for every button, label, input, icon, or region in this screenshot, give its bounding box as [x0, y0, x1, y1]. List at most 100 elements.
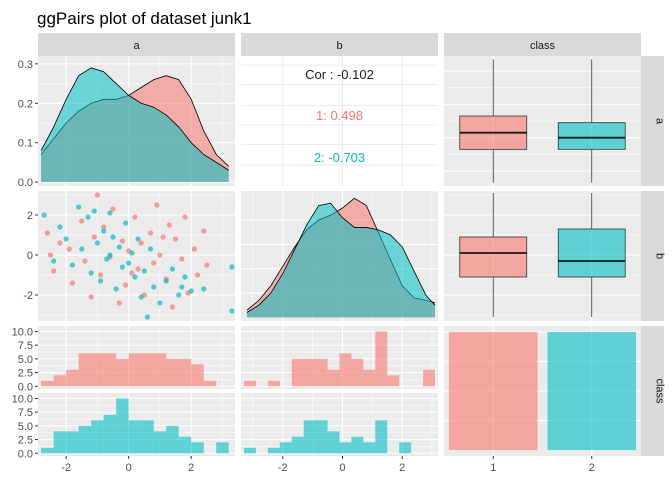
histogram-bar-group-1 [166, 358, 179, 387]
y-tick-label: -2 [23, 290, 33, 302]
histogram-bar-group-1 [327, 369, 340, 387]
x-tick-label: 0 [126, 462, 132, 474]
x-tick-label: 2 [188, 462, 194, 474]
histogram-bar-group-2 [53, 431, 67, 454]
scatter-point-group-1 [132, 214, 138, 220]
scatter-point-group-2 [63, 236, 69, 242]
y-tick-label: 0.0 [18, 448, 33, 460]
histogram-bar-group-1 [387, 375, 400, 387]
scatter-point-group-2 [176, 292, 182, 298]
density-line-group-2 [246, 202, 436, 313]
scatter-point-group-1 [51, 268, 57, 274]
box-group-2 [557, 228, 626, 278]
y-tick-label: 7.5 [18, 407, 33, 419]
scatter-point-group-1 [47, 252, 54, 258]
scatter-point-group-2 [97, 278, 104, 284]
row-strip-label: class [654, 378, 666, 404]
y-tick-label: 2 [27, 210, 33, 222]
histogram-bar-group-2 [243, 447, 256, 454]
scatter-point-group-2 [85, 214, 91, 220]
panel-background [241, 56, 438, 186]
density-area-group-2 [41, 67, 229, 183]
chart-title: ggPairs plot of dataset junk1 [37, 9, 252, 28]
correlation-overall: Cor : -0.102 [305, 67, 374, 82]
column-strip-label: class [530, 40, 556, 52]
histogram-bar-group-1 [116, 358, 129, 387]
scatter-point-group-1 [154, 202, 160, 208]
scatter-point-group-1 [172, 236, 179, 242]
scatter-point-group-2 [88, 270, 94, 276]
histogram-bar-group-1 [141, 353, 154, 387]
x-tick-label: 2 [589, 462, 595, 474]
histogram-bar-group-1 [66, 369, 79, 387]
y-tick-label: 0.0 [18, 177, 33, 189]
histogram-bar-group-2 [91, 420, 104, 454]
scatter-point-group-1 [169, 304, 176, 310]
histogram-bar-group-2 [153, 431, 167, 454]
scatter-point-group-2 [69, 262, 75, 268]
histogram-bar-group-1 [363, 369, 376, 387]
histogram-bar-group-2 [141, 420, 154, 454]
histogram-bar-group-2 [116, 398, 129, 454]
y-tick-label: 0.0 [18, 381, 33, 393]
correlation-group-1: 1: 0.498 [316, 108, 363, 123]
scatter-point-group-1 [57, 240, 63, 246]
scatter-point-group-2 [147, 246, 154, 252]
y-tick-label: 10.0 [12, 326, 33, 338]
scatter-point-group-2 [104, 256, 110, 262]
scatter-point-group-1 [94, 192, 101, 198]
scatter-point-group-2 [116, 244, 122, 250]
scatter-point-group-2 [169, 266, 176, 272]
scatter-point-group-2 [182, 274, 188, 280]
histogram-bar-group-1 [351, 358, 364, 387]
y-tick-label: 5.0 [18, 354, 33, 366]
scatter-point-group-2 [51, 258, 57, 264]
histogram-bar-group-1 [303, 358, 316, 387]
scatter-point-group-2 [79, 246, 85, 252]
row-strip [641, 326, 664, 456]
scatter-point-group-2 [91, 208, 97, 214]
scatter-point-group-2 [151, 284, 157, 290]
histogram-bar-group-2 [166, 425, 179, 454]
scatter-point-group-2 [94, 240, 101, 246]
y-tick-label: 0 [27, 250, 33, 262]
histogram-bar-group-2 [191, 442, 204, 454]
scatter-point-group-1 [69, 280, 75, 286]
scatter-point-group-1 [182, 214, 188, 220]
x-tick-label: -2 [61, 462, 71, 474]
scatter-point-group-2 [126, 260, 132, 266]
histogram-bar-group-2 [375, 420, 388, 454]
scatter-point-group-2 [229, 308, 235, 314]
histogram-bar-group-2 [279, 442, 292, 454]
y-tick-label: 0.2 [18, 98, 33, 110]
column-strip-label: a [133, 40, 140, 52]
histogram-bar-group-2 [351, 436, 364, 454]
box-group-2 [557, 122, 626, 150]
row-strip-label: b [654, 253, 666, 259]
scatter-point-group-1 [44, 230, 50, 236]
row-strip-label: a [654, 118, 666, 125]
scatter-point-group-1 [179, 256, 185, 262]
panels-layer: a a b b class class 0.0 0.1 0.2 0.3 Cor : -0.102 1:… [12, 33, 666, 474]
scatter-point-group-1 [88, 294, 94, 300]
histogram-bar-group-1 [203, 380, 217, 387]
histogram-bar-group-1 [178, 358, 192, 387]
scatter-point-group-1 [160, 234, 166, 240]
column-strip [241, 33, 438, 56]
scatter-point-group-1 [166, 222, 172, 228]
scatter-point-group-2 [144, 314, 151, 320]
histogram-bar-group-2 [291, 436, 304, 454]
histogram-bar-group-1 [153, 353, 167, 387]
histogram-bar-group-2 [267, 447, 280, 454]
histogram-bar-group-2 [315, 420, 328, 454]
scatter-point-group-1 [147, 230, 154, 236]
histogram-bar-group-1 [267, 380, 280, 387]
scatter-point-group-2 [132, 274, 138, 280]
x-tick-label: 1 [490, 462, 496, 474]
scatter-point-group-1 [129, 270, 135, 276]
x-tick-label: 2 [399, 462, 405, 474]
histogram-bar-group-2 [128, 420, 142, 454]
scatter-point-group-2 [135, 236, 141, 242]
histogram-bar-group-2 [66, 431, 79, 454]
